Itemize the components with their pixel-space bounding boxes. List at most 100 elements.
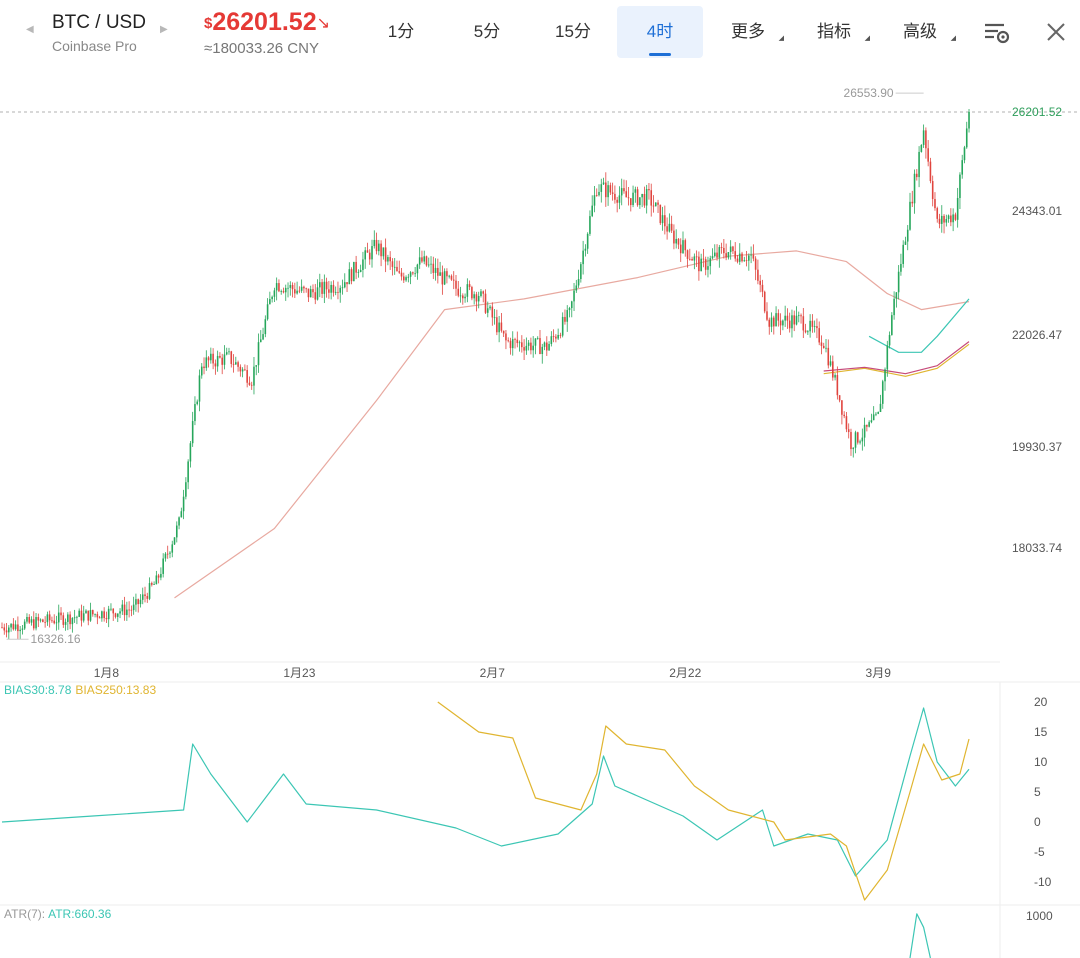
atr-pane: ATR(7): ATR:660.36 1000 xyxy=(4,907,1053,958)
candle xyxy=(189,441,192,468)
candle xyxy=(666,217,668,240)
candle xyxy=(822,342,825,349)
candle xyxy=(284,284,287,301)
tab-indicators[interactable]: 指标 ◢ xyxy=(792,6,876,58)
candle xyxy=(235,356,237,365)
candle xyxy=(782,319,784,331)
tab-5min[interactable]: 5分 xyxy=(446,6,528,58)
candle xyxy=(609,182,612,195)
candle xyxy=(893,291,895,320)
candlestick-series xyxy=(1,108,970,640)
candle xyxy=(738,243,741,265)
candle xyxy=(316,279,319,301)
candle xyxy=(902,240,904,268)
price-axis: 24343.01 22026.47 19930.37 18033.74 xyxy=(1012,204,1062,555)
moving-average-line xyxy=(174,250,970,599)
candle xyxy=(793,310,796,332)
exchange-name: Coinbase Pro xyxy=(52,38,137,54)
pair-title[interactable]: BTC / USD xyxy=(52,12,146,33)
candle xyxy=(829,355,832,367)
candle xyxy=(148,577,151,601)
candle xyxy=(886,340,889,377)
candle xyxy=(634,186,637,203)
candle xyxy=(346,282,348,293)
candle xyxy=(500,313,503,333)
candle xyxy=(303,285,305,294)
chart-area[interactable]: 24343.01 22026.47 19930.37 18033.74 2620… xyxy=(0,64,1080,958)
candle xyxy=(807,330,809,335)
candle xyxy=(87,610,90,626)
x-tick-label: 3月9 xyxy=(866,666,892,680)
candle xyxy=(353,261,355,282)
y-tick-label: 15 xyxy=(1034,725,1048,739)
candle xyxy=(598,184,600,197)
candle xyxy=(952,208,954,232)
candle xyxy=(384,238,387,273)
candle xyxy=(237,360,239,372)
candle xyxy=(804,323,807,334)
candle xyxy=(443,268,446,286)
candle xyxy=(203,357,205,375)
candle xyxy=(834,373,836,381)
candle xyxy=(169,551,171,559)
candle xyxy=(323,274,326,304)
candle xyxy=(396,260,398,272)
candle xyxy=(825,338,827,353)
candle xyxy=(375,232,378,255)
candle xyxy=(748,253,750,271)
tab-1min[interactable]: 1分 xyxy=(362,6,440,58)
candle xyxy=(407,273,410,283)
active-tab-indicator xyxy=(649,53,671,56)
candle xyxy=(689,248,691,261)
y-tick-label: -5 xyxy=(1034,845,1045,859)
candle xyxy=(713,244,716,258)
candle xyxy=(850,428,852,456)
candle xyxy=(679,238,682,262)
candle xyxy=(659,204,662,225)
candle xyxy=(718,244,721,268)
candle xyxy=(959,172,961,209)
candle xyxy=(112,608,115,621)
candle xyxy=(541,343,544,364)
candle xyxy=(729,240,732,260)
candle xyxy=(555,334,557,343)
chart-settings-icon[interactable] xyxy=(982,18,1012,48)
candle xyxy=(173,537,176,545)
candle xyxy=(591,195,593,218)
candle xyxy=(455,274,457,296)
candle xyxy=(200,363,203,379)
caret-left-icon[interactable]: ◀ xyxy=(26,24,34,35)
bias-line xyxy=(1,707,970,877)
candle xyxy=(557,328,559,340)
candle xyxy=(126,601,128,621)
caret-right-icon[interactable]: ▶ xyxy=(160,24,168,35)
tab-more[interactable]: 更多 ◢ xyxy=(706,6,790,58)
candle xyxy=(657,199,659,214)
candle xyxy=(700,253,702,272)
candle xyxy=(514,337,516,349)
atr-legend: ATR(7): ATR:660.36 xyxy=(4,907,112,921)
candle xyxy=(51,616,53,623)
tab-4h[interactable]: 4时 xyxy=(617,6,703,58)
candle xyxy=(330,281,332,300)
tab-advanced[interactable]: 高级 ◢ xyxy=(878,6,962,58)
candle xyxy=(175,521,178,543)
tab-15min[interactable]: 15分 xyxy=(532,6,614,58)
candle xyxy=(373,230,376,249)
candle xyxy=(832,355,834,381)
candle xyxy=(838,395,841,403)
candle xyxy=(580,262,582,283)
candle xyxy=(570,300,573,318)
candle xyxy=(178,516,180,530)
candle xyxy=(359,264,362,273)
candle xyxy=(929,157,932,184)
candle xyxy=(845,412,848,433)
candle xyxy=(736,254,739,264)
candle xyxy=(797,311,800,323)
candle xyxy=(593,185,596,213)
candle xyxy=(818,321,820,346)
candle xyxy=(259,330,262,343)
close-icon[interactable] xyxy=(1040,16,1072,48)
candle xyxy=(496,309,498,336)
candle xyxy=(616,196,618,213)
